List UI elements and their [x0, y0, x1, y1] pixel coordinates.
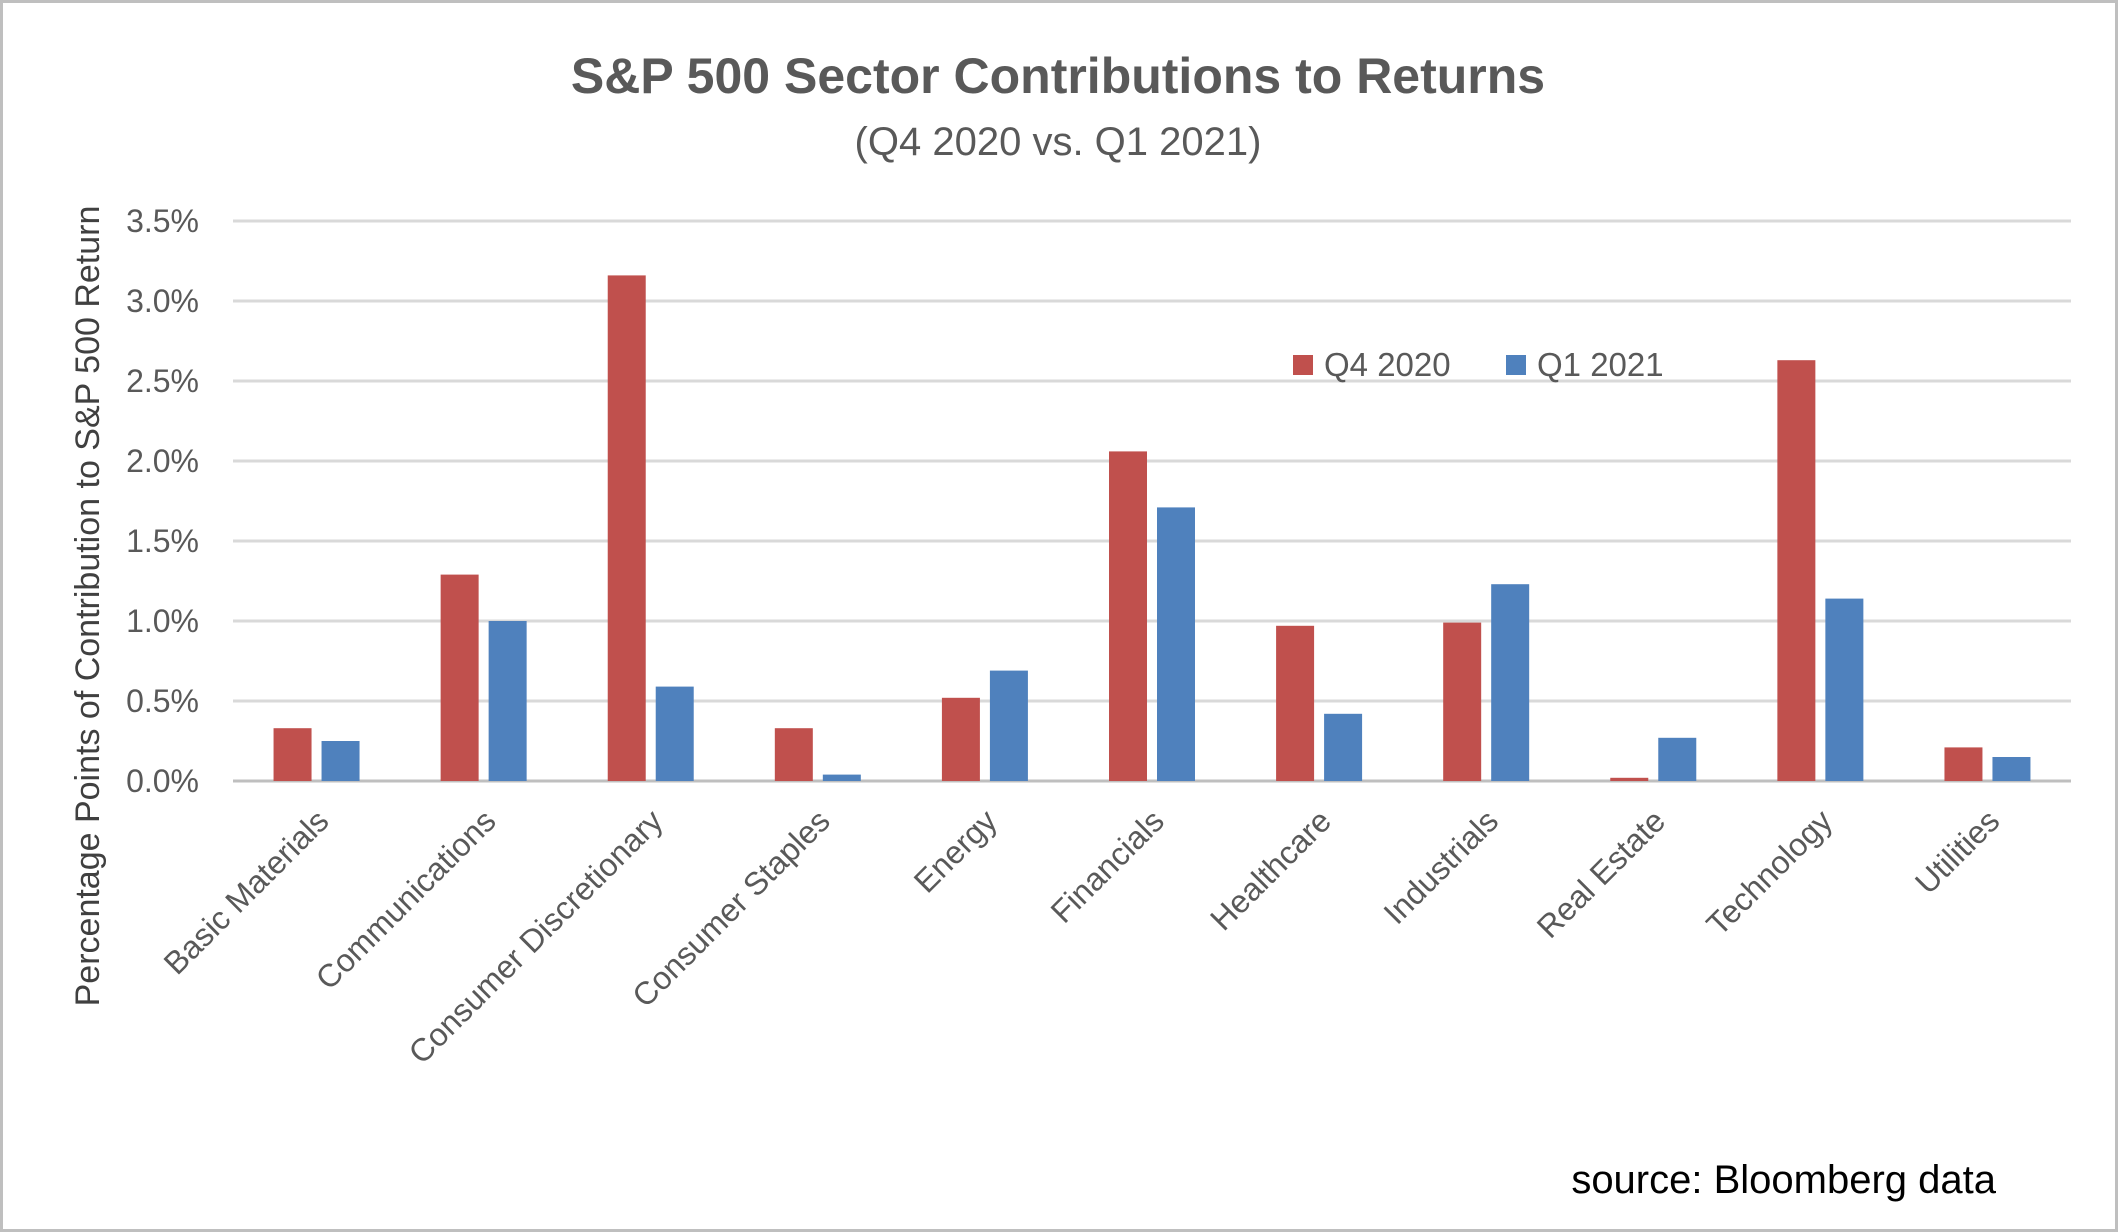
x-tick-label: Real Estate [1530, 802, 1672, 944]
bar-q4-2020-consumer-discretionary [607, 275, 646, 781]
legend: Q4 2020 Q1 2021 [1293, 346, 1664, 383]
x-tick-label: Utilities [1908, 802, 2006, 900]
chart-title: S&P 500 Sector Contributions to Returns [571, 48, 1545, 104]
bars [273, 275, 2031, 781]
bar-q1-2021-consumer-discretionary [655, 686, 694, 781]
y-tick-label: 0.0% [126, 763, 199, 799]
x-tick-label: Financials [1044, 802, 1171, 929]
y-axis-label: Percentage Points of Contribution to S&P… [69, 206, 107, 1007]
y-tick-label: 1.5% [126, 523, 199, 559]
bar-q4-2020-real-estate [1610, 777, 1649, 781]
bar-q4-2020-industrials [1443, 622, 1482, 781]
bar-q1-2021-real-estate [1658, 737, 1697, 781]
y-tick-label: 3.5% [126, 203, 199, 239]
y-tick-label: 1.0% [126, 603, 199, 639]
legend-swatch [1293, 355, 1313, 375]
bar-chart: S&P 500 Sector Contributions to Returns … [69, 48, 2071, 1202]
bar-q4-2020-communications [440, 574, 479, 781]
y-tick-label: 2.5% [126, 363, 199, 399]
bar-q1-2021-utilities [1992, 757, 2031, 781]
x-tick-label: Technology [1699, 802, 1839, 942]
bar-q1-2021-industrials [1491, 584, 1530, 781]
x-tick-label: Energy [907, 802, 1004, 899]
bar-q1-2021-energy [989, 670, 1028, 781]
source-note: source: Bloomberg data [1571, 1158, 1996, 1202]
bar-q4-2020-consumer-staples [774, 728, 813, 781]
bar-q1-2021-basic-materials [321, 741, 360, 781]
bar-q4-2020-financials [1109, 451, 1147, 781]
bar-q4-2020-energy [941, 697, 980, 781]
bar-q1-2021-technology [1825, 598, 1864, 781]
chart-subtitle: (Q4 2020 vs. Q1 2021) [855, 120, 1262, 164]
bar-q4-2020-healthcare [1276, 625, 1315, 781]
legend-swatch [1506, 355, 1526, 375]
bar-q4-2020-basic-materials [273, 728, 312, 781]
bar-q1-2021-healthcare [1324, 713, 1363, 781]
y-tick-label: 3.0% [126, 283, 199, 319]
bar-q1-2021-financials [1157, 507, 1195, 781]
bar-q4-2020-technology [1777, 360, 1816, 781]
x-tick-label: Healthcare [1203, 802, 1338, 937]
bar-q1-2021-consumer-staples [822, 774, 861, 781]
x-tick-label: Communications [309, 802, 503, 996]
gridlines [233, 219, 2071, 783]
x-tick-label: Industrials [1377, 802, 1506, 931]
legend-label: Q4 2020 [1324, 346, 1451, 383]
y-tick-label: 2.0% [126, 443, 199, 479]
y-tick-label: 0.5% [126, 683, 199, 719]
legend-label: Q1 2021 [1537, 346, 1664, 383]
x-tick-label: Basic Materials [157, 802, 336, 981]
y-axis-ticks: 0.0% 0.5% 1.0% 1.5% 2.0% 2.5% 3.0% 3.5% [126, 203, 199, 799]
bar-q4-2020-utilities [1944, 747, 1983, 781]
bar-q1-2021-communications [488, 621, 527, 781]
